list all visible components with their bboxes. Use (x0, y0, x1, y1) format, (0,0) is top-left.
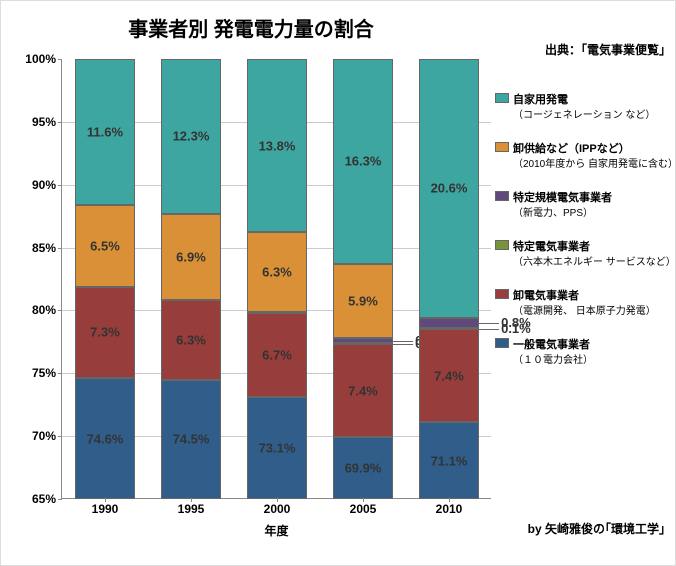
legend-swatch (495, 338, 509, 348)
chart-figure: 事業者別 発電電力量の割合 出典：｢電気事業便覧｣ 年度 65%70%75%80… (0, 0, 676, 566)
y-tick-label: 95% (32, 115, 62, 129)
legend-text: 自家用発電 （コージェネレーション など） (513, 91, 655, 122)
legend-swatch (495, 240, 509, 250)
legend-sublabel: （電源開発、 日本原子力発電） (513, 305, 656, 318)
bar-segment-specific (333, 343, 393, 345)
legend-text: 特定規模電気事業者 （新電力、PPS） (513, 189, 612, 220)
bar-value-label: 74.5% (173, 432, 210, 447)
y-tick-label: 75% (32, 366, 62, 380)
legend-text: 一般電気事業者 （１０電力会社） (513, 336, 593, 367)
legend-label: 卸供給など（IPPなど） (513, 140, 675, 156)
legend-sublabel: （2010年度から 自家用発電に含む） (513, 158, 675, 171)
x-tick-label: 1990 (92, 498, 119, 516)
bar-value-label: 6.7% (262, 348, 292, 363)
bar-value-label: 6.5% (90, 238, 120, 253)
legend-swatch (495, 191, 509, 201)
legend-label: 卸電気事業者 (513, 287, 656, 303)
bar-segment-pps (333, 338, 393, 343)
bar-value-label: 12.3% (173, 129, 210, 144)
bar-value-label: 7.3% (90, 325, 120, 340)
y-tick-label: 85% (32, 241, 62, 255)
bar-value-label: 20.6% (431, 181, 468, 196)
legend-label: 特定規模電気事業者 (513, 189, 612, 205)
x-tick-label: 1995 (178, 498, 205, 516)
y-tick-label: 65% (32, 492, 62, 506)
legend-swatch (495, 142, 509, 152)
bar-column (333, 59, 393, 498)
bar-segment-pps (247, 312, 307, 314)
bar-value-label: 7.4% (434, 368, 464, 383)
x-tick-label: 2010 (436, 498, 463, 516)
bar-value-label: 73.1% (259, 441, 296, 456)
bar-value-label: 6.3% (262, 265, 292, 280)
legend-label: 特定電気事業者 (513, 238, 675, 254)
bar-value-label: 13.8% (259, 138, 296, 153)
legend-text: 卸電気事業者 （電源開発、 日本原子力発電） (513, 287, 656, 318)
bar-value-label: 71.1% (431, 453, 468, 468)
y-tick-label: 90% (32, 178, 62, 192)
legend: 自家用発電 （コージェネレーション など） 卸供給など（IPPなど） （2010年度か… (495, 91, 675, 385)
legend-entry-pps: 特定規模電気事業者 （新電力、PPS） (495, 189, 675, 220)
bar-segment-specific (419, 328, 479, 330)
y-tick-label: 70% (32, 429, 62, 443)
leader-line (393, 341, 413, 342)
legend-sublabel: （新電力、PPS） (513, 207, 612, 220)
legend-sublabel: （六本木エネルギー サービスなど） (513, 256, 675, 269)
bar-value-label: 69.9% (345, 461, 382, 476)
bar-value-label: 6.9% (176, 250, 206, 265)
legend-text: 特定電気事業者 （六本木エネルギー サービスなど） (513, 238, 675, 269)
legend-sublabel: （１０電力会社） (513, 354, 593, 367)
legend-entry-specific: 特定電気事業者 （六本木エネルギー サービスなど） (495, 238, 675, 269)
plot-area: 年度 65%70%75%80%85%90%95%100%199074.6%7.3… (61, 59, 491, 499)
bar-value-label: 16.3% (345, 154, 382, 169)
bar-column (419, 59, 479, 498)
bar-value-label: 6.3% (176, 332, 206, 347)
bar-value-label: 11.6% (87, 124, 123, 139)
bar-segment-pps (419, 318, 479, 328)
y-tick-label: 100% (25, 52, 62, 66)
legend-entry-general: 一般電気事業者 （１０電力会社） (495, 336, 675, 367)
legend-entry-ipp: 卸供給など（IPPなど） （2010年度から 自家用発電に含む） (495, 140, 675, 171)
chart-source: 出典：｢電気事業便覧｣ (545, 41, 665, 58)
x-tick-label: 2000 (264, 498, 291, 516)
legend-entry-wholesale: 卸電気事業者 （電源開発、 日本原子力発電） (495, 287, 675, 318)
leader-line (393, 344, 413, 345)
legend-label: 自家用発電 (513, 91, 655, 107)
legend-entry-private: 自家用発電 （コージェネレーション など） (495, 91, 675, 122)
legend-swatch (495, 289, 509, 299)
chart-title: 事業者別 発電電力量の割合 (1, 13, 501, 42)
legend-label: 一般電気事業者 (513, 336, 593, 352)
legend-sublabel: （コージェネレーション など） (513, 109, 655, 122)
y-tick-label: 80% (32, 303, 62, 317)
by-line: by 矢崎雅俊の｢環境工学｣ (528, 520, 665, 537)
x-tick-label: 2005 (350, 498, 377, 516)
bar-value-label: 74.6% (87, 431, 124, 446)
bar-value-label: 5.9% (348, 294, 378, 309)
bar-value-label: 7.4% (348, 383, 378, 398)
legend-swatch (495, 93, 509, 103)
legend-text: 卸供給など（IPPなど） （2010年度から 自家用発電に含む） (513, 140, 675, 171)
